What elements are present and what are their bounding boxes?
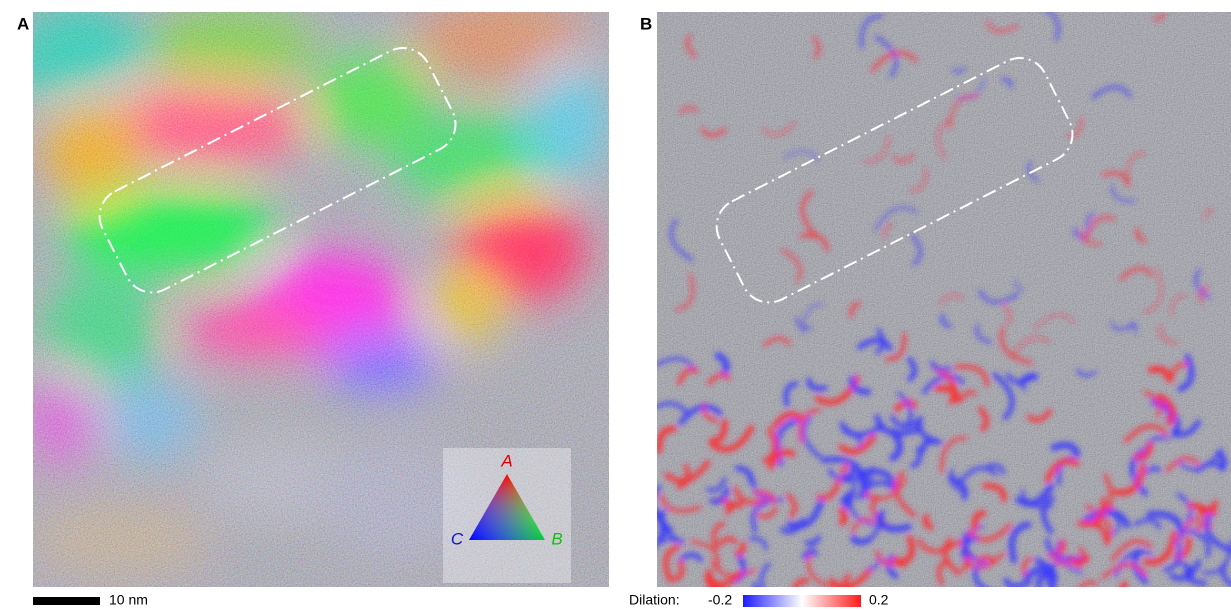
dilation-map	[657, 12, 1231, 587]
region-outline	[715, 57, 1074, 304]
colorbar	[743, 595, 861, 607]
lattice-noise	[657, 12, 1231, 587]
vertex-label: A	[500, 451, 512, 470]
colorbar-min: -0.2	[708, 592, 732, 608]
region-outline	[98, 47, 457, 294]
colorbar-max: 0.2	[869, 592, 889, 608]
vertex-label: B	[551, 529, 562, 548]
scale-bar-label: 10 nm	[109, 592, 148, 608]
panel-label: B	[640, 14, 652, 33]
streak	[1119, 580, 1129, 587]
vertex-label: C	[451, 529, 464, 548]
color-triangle	[469, 474, 545, 540]
scale-bar	[33, 597, 100, 605]
panel-label: A	[17, 14, 29, 33]
phase-map: A C B	[33, 12, 609, 587]
colorbar-title: Dilation:	[629, 592, 680, 608]
